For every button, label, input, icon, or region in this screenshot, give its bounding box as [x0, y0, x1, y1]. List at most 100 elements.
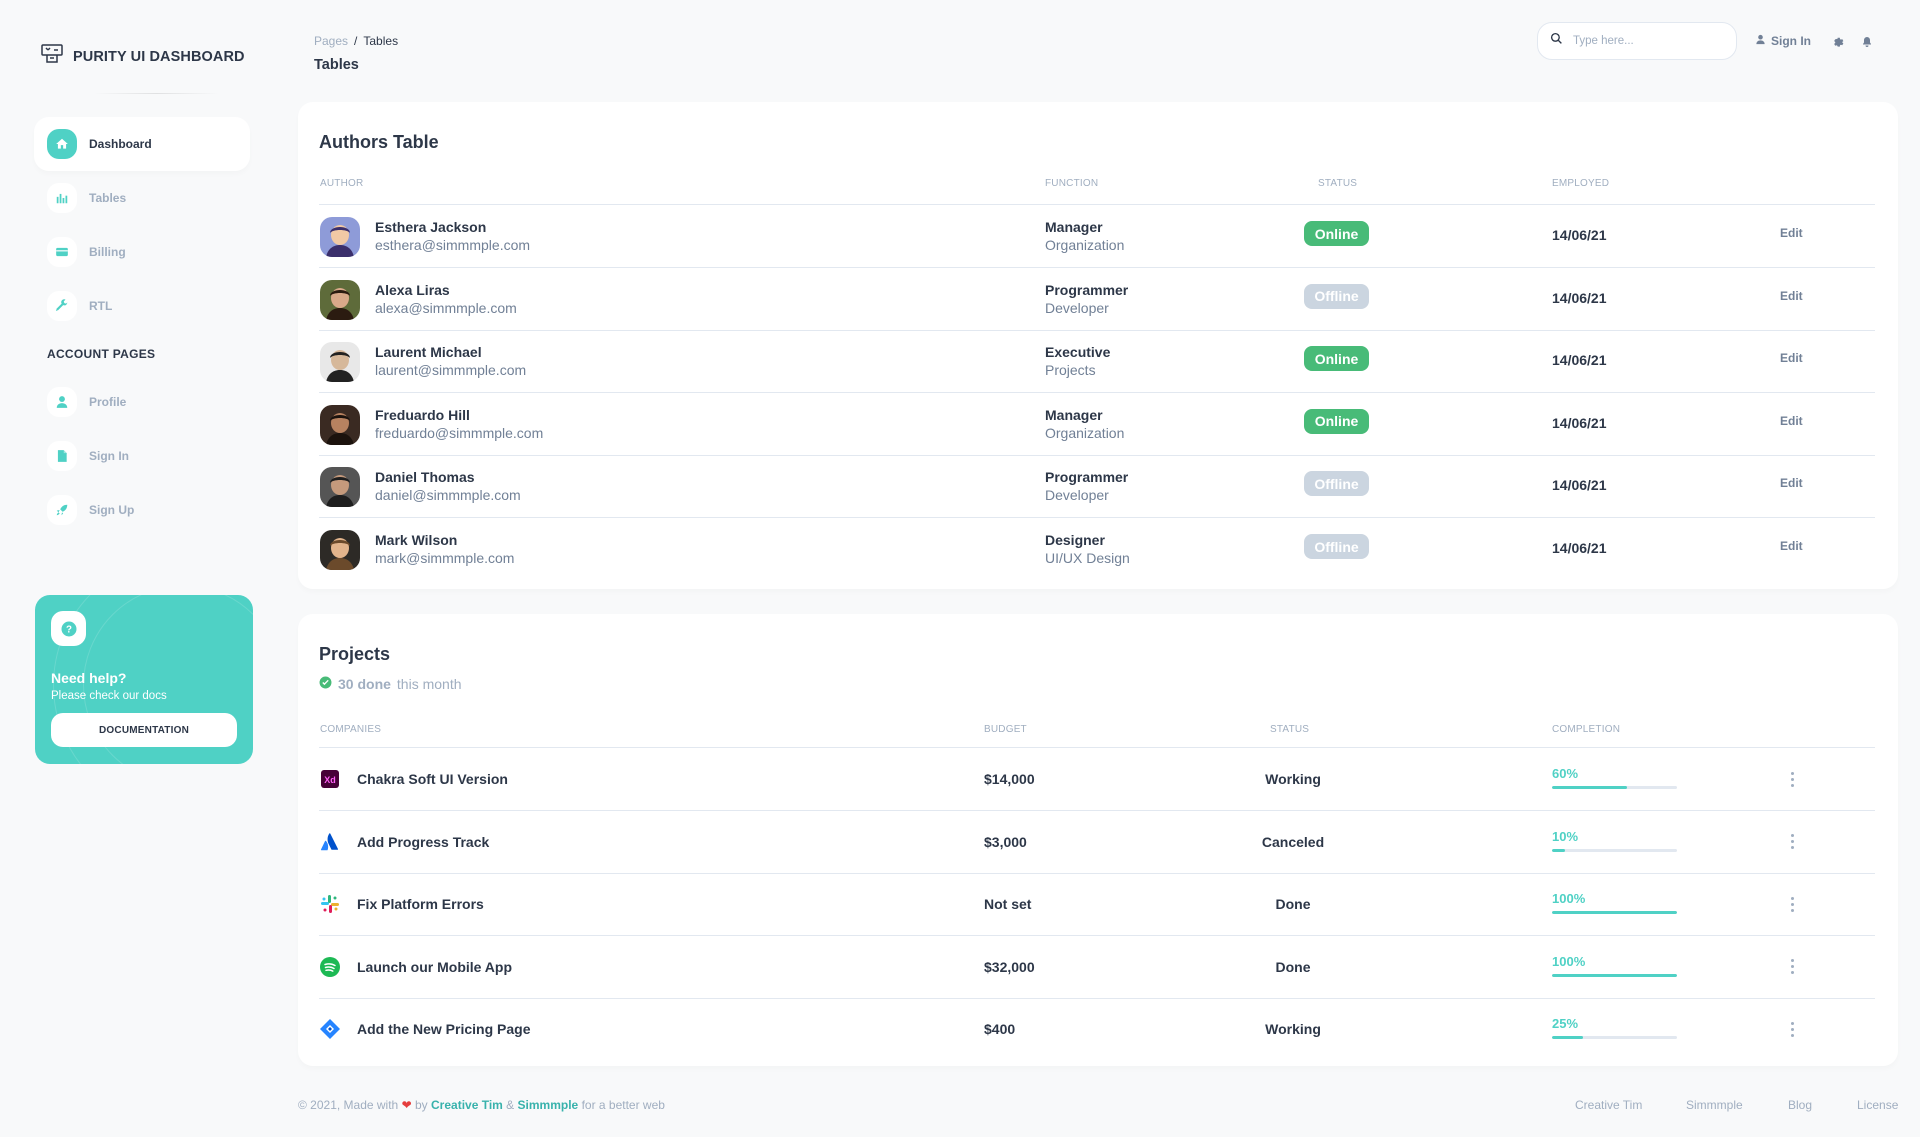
- project-budget: Not set: [984, 896, 1032, 913]
- project-budget: $32,000: [984, 958, 1035, 975]
- bell-icon[interactable]: [1861, 35, 1873, 53]
- table-divider: [319, 267, 1875, 268]
- function-org: Organization: [1045, 237, 1125, 253]
- more-vertical-icon[interactable]: [1786, 956, 1798, 978]
- column-header-author: AUTHOR: [320, 178, 364, 189]
- adobe-xd-icon: Xd: [319, 768, 341, 790]
- help-card-decoration: [83, 595, 253, 764]
- progress-fill: [1552, 973, 1677, 977]
- breadcrumb-separator: /: [354, 34, 358, 48]
- function-org: Projects: [1045, 362, 1096, 379]
- avatar: [320, 342, 360, 383]
- function-role: Designer: [1045, 532, 1105, 548]
- brand[interactable]: PURITY UI DASHBOARD: [41, 43, 245, 70]
- completion-percent: 25%: [1552, 1016, 1579, 1032]
- table-divider: [319, 329, 1875, 331]
- table-divider: [319, 997, 1875, 999]
- function-org: Developer: [1045, 299, 1109, 316]
- completion-percent: 10%: [1552, 828, 1579, 844]
- sidebar: PURITY UI DASHBOARD Dashboard Tables Bil…: [34, 0, 254, 1137]
- sidebar-item-tables[interactable]: Tables: [34, 171, 250, 225]
- footer-link-creative-tim-nav[interactable]: Creative Tim: [1575, 1098, 1643, 1112]
- svg-text:?: ?: [66, 624, 72, 635]
- column-header-completion: COMPLETION: [1552, 724, 1621, 735]
- atlassian-icon: [319, 831, 341, 853]
- status-badge: Offline: [1304, 534, 1369, 559]
- svg-text:Xd: Xd: [324, 775, 336, 785]
- function-role: Programmer: [1045, 281, 1129, 298]
- footer-link-simmmple-nav[interactable]: Simmmple: [1686, 1098, 1743, 1112]
- project-name: Add Progress Track: [357, 833, 490, 850]
- employed-date: 14/06/21: [1552, 540, 1607, 556]
- sidebar-item-label: Tables: [89, 191, 127, 205]
- gear-icon[interactable]: [1832, 35, 1844, 53]
- table-row: Freduardo Hill freduardo@simmmple.com Ma…: [298, 393, 1898, 455]
- table-divider: [319, 392, 1875, 394]
- more-vertical-icon[interactable]: [1786, 831, 1798, 853]
- column-header-status: STATUS: [1318, 178, 1358, 189]
- sidebar-item-label: Sign In: [89, 449, 129, 463]
- projects-summary: 30 done this month: [319, 676, 462, 692]
- avatar: [320, 467, 360, 508]
- footer-prefix: © 2021, Made with: [298, 1098, 399, 1112]
- function-org: Developer: [1045, 487, 1109, 504]
- project-name: Chakra Soft UI Version: [357, 771, 508, 787]
- table-divider: [319, 517, 1875, 519]
- edit-button[interactable]: Edit: [1780, 476, 1803, 491]
- edit-button[interactable]: Edit: [1780, 351, 1803, 366]
- sidebar-item-signin[interactable]: Sign In: [34, 429, 250, 483]
- status-badge: Online: [1304, 221, 1369, 246]
- footer-link-blog[interactable]: Blog: [1788, 1098, 1813, 1112]
- project-status: Working: [1265, 1021, 1321, 1038]
- sidebar-item-label: Dashboard: [89, 137, 152, 151]
- more-vertical-icon[interactable]: [1786, 1018, 1798, 1040]
- author-email: mark@simmmple.com: [375, 550, 515, 566]
- projects-done-count: 30 done: [338, 676, 391, 692]
- edit-button[interactable]: Edit: [1780, 413, 1803, 428]
- author-name: Alexa Liras: [375, 281, 450, 298]
- search-bar[interactable]: [1537, 22, 1737, 60]
- signin-label: Sign In: [1771, 34, 1811, 48]
- author-email: esthera@simmmple.com: [375, 237, 531, 253]
- avatar: [320, 217, 360, 257]
- edit-button[interactable]: Edit: [1780, 288, 1803, 303]
- function-org: Organization: [1045, 424, 1125, 441]
- edit-button[interactable]: Edit: [1780, 539, 1803, 553]
- progress-bar: [1552, 786, 1677, 789]
- help-title: Need help?: [51, 670, 127, 686]
- more-vertical-icon[interactable]: [1786, 768, 1798, 790]
- heart-icon: ❤: [401, 1098, 412, 1112]
- table-divider: [319, 935, 1875, 937]
- project-budget: $400: [984, 1021, 1016, 1038]
- authors-table-title: Authors Table: [319, 132, 439, 152]
- more-vertical-icon[interactable]: [1786, 893, 1798, 915]
- search-input[interactable]: [1573, 35, 1723, 47]
- column-header-function: FUNCTION: [1045, 178, 1099, 189]
- progress-bar: [1552, 848, 1677, 852]
- footer-link-license[interactable]: License: [1857, 1098, 1899, 1112]
- footer-suffix: for a better web: [581, 1098, 665, 1112]
- signin-button[interactable]: Sign In: [1755, 34, 1811, 48]
- sidebar-item-rtl[interactable]: RTL: [34, 279, 250, 333]
- table-row: Mark Wilson mark@simmmple.com Designer U…: [298, 518, 1898, 580]
- user-icon: [1755, 34, 1766, 48]
- sidebar-item-signup[interactable]: Sign Up: [34, 483, 250, 537]
- footer-link-creative-tim[interactable]: Creative Tim: [431, 1098, 503, 1112]
- footer-link-simmmple[interactable]: Simmmple: [517, 1098, 579, 1112]
- author-name: Freduardo Hill: [375, 406, 470, 423]
- sidebar-item-billing[interactable]: Billing: [34, 225, 250, 279]
- projects-done-period: this month: [396, 676, 462, 692]
- project-name: Add the New Pricing Page: [357, 1021, 531, 1038]
- project-status: Canceled: [1261, 833, 1325, 850]
- function-org: UI/UX Design: [1045, 550, 1130, 566]
- author-name: Esthera Jackson: [375, 219, 487, 235]
- status-badge: Online: [1304, 408, 1369, 434]
- footer-by: by: [414, 1098, 428, 1112]
- edit-button[interactable]: Edit: [1780, 226, 1803, 240]
- sidebar-item-dashboard[interactable]: Dashboard: [34, 117, 250, 171]
- sidebar-item-profile[interactable]: Profile: [34, 375, 250, 429]
- footer-copyright: © 2021, Made with ❤ by Creative Tim & Si…: [298, 1098, 665, 1112]
- breadcrumb-root[interactable]: Pages: [314, 34, 349, 48]
- documentation-button[interactable]: DOCUMENTATION: [51, 713, 237, 747]
- account-pages-heading: ACCOUNT PAGES: [47, 347, 156, 361]
